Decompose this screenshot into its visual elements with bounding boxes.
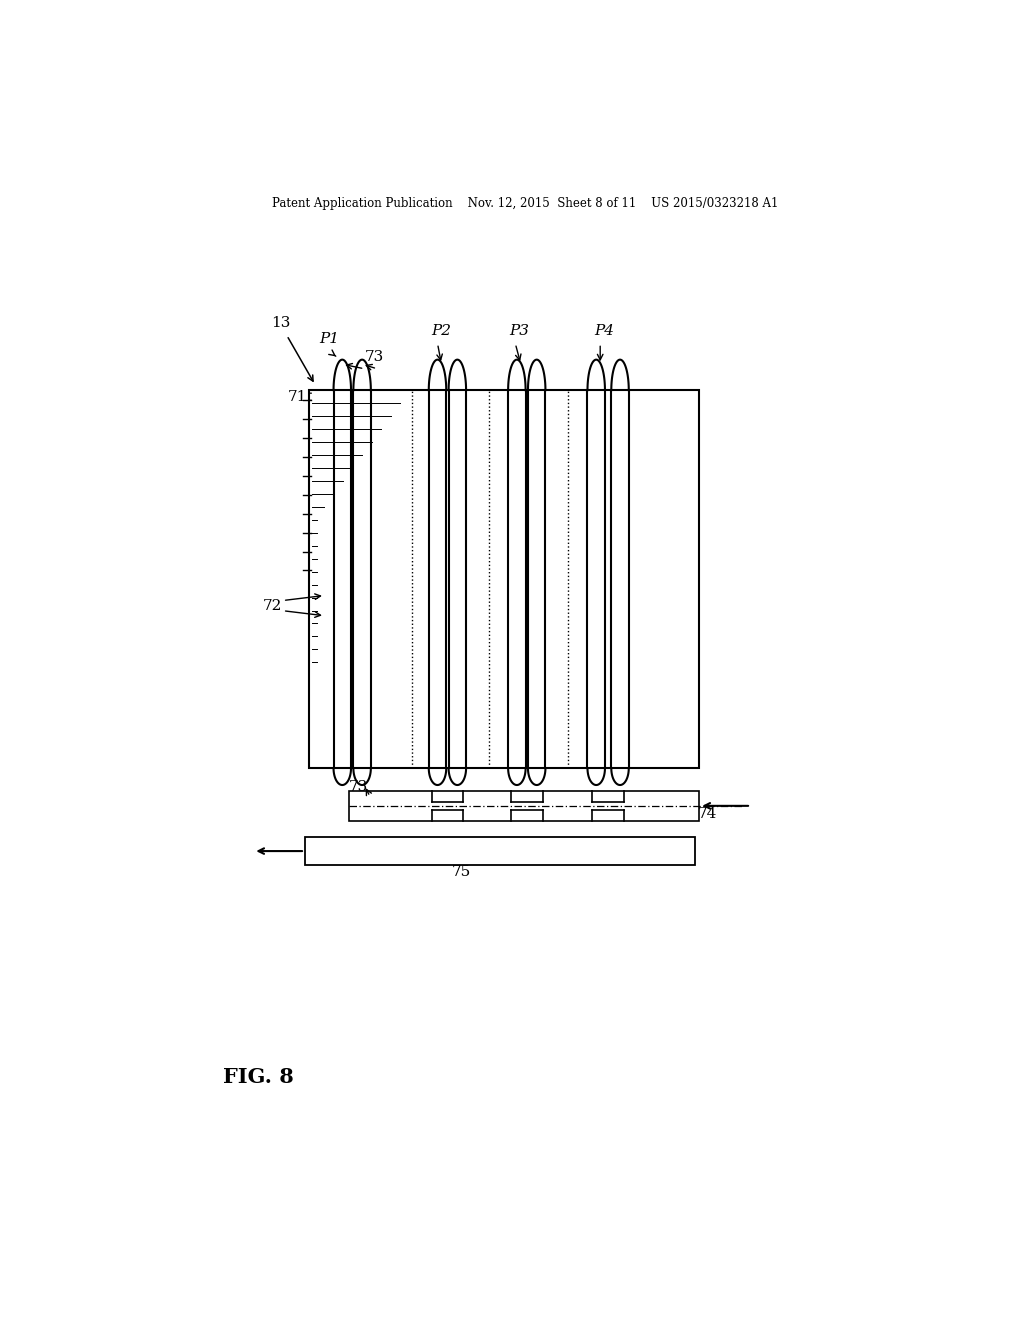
Text: 74: 74 [697, 807, 717, 821]
Text: Patent Application Publication    Nov. 12, 2015  Sheet 8 of 11    US 2015/032321: Patent Application Publication Nov. 12, … [271, 197, 778, 210]
Text: FIG. 8: FIG. 8 [223, 1068, 294, 1088]
Text: P4: P4 [594, 325, 614, 338]
Text: 13: 13 [270, 315, 290, 330]
Text: 75: 75 [452, 865, 471, 879]
Text: P3: P3 [509, 325, 529, 338]
Bar [309, 391, 699, 768]
Text: 73: 73 [365, 350, 384, 363]
Bar [348, 791, 699, 821]
Text: P2: P2 [431, 325, 452, 338]
Text: 72: 72 [263, 598, 283, 612]
Text: 73: 73 [348, 780, 368, 793]
Bar [305, 837, 695, 865]
Text: 71: 71 [288, 391, 307, 404]
Text: P1: P1 [319, 333, 340, 346]
